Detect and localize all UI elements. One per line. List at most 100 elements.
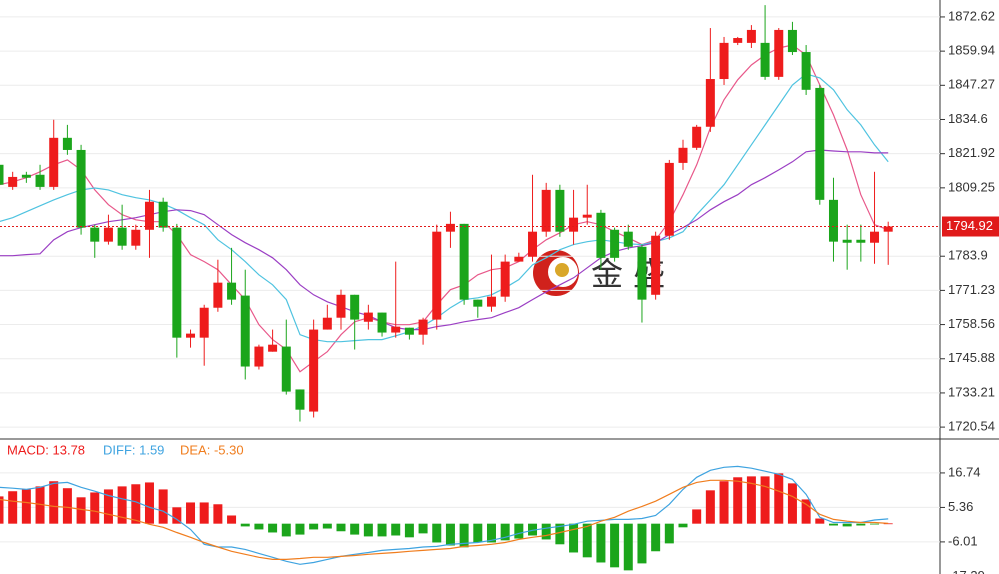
candle-body (199, 307, 209, 338)
macd-bar (582, 523, 592, 558)
candle-body (158, 201, 168, 228)
macd-bar (528, 523, 538, 536)
macd-bar (445, 523, 455, 546)
macd-bar (569, 523, 579, 553)
candle-body (569, 217, 579, 232)
candle-body (651, 235, 661, 295)
macd-bar (21, 489, 31, 524)
macd-bar (486, 523, 496, 543)
y-tick-label: 1821.92 (948, 145, 995, 160)
candle-body (336, 294, 346, 318)
y-tick-label: 1783.9 (948, 248, 988, 263)
candle-body (76, 149, 86, 228)
candle-body (268, 344, 278, 352)
y-tick-label: 1809.25 (948, 179, 995, 194)
candle-body (760, 42, 770, 77)
candle-body (787, 29, 797, 53)
candle-body (144, 201, 154, 230)
candle-body (555, 189, 565, 232)
candle-body (0, 164, 4, 185)
candle-body (8, 176, 18, 187)
macd-bar (131, 484, 141, 524)
candle-body (596, 212, 606, 258)
macd-bar (555, 523, 565, 545)
candle-body (391, 326, 401, 333)
macd-bar (514, 523, 524, 539)
macd-bar (227, 515, 237, 524)
macd-bar (76, 497, 86, 524)
macd-bar (596, 523, 606, 563)
macd-bar (774, 473, 784, 524)
candle-body (322, 317, 332, 330)
macd-bar (459, 523, 469, 548)
candle-body (514, 256, 524, 262)
macd-bar (623, 523, 633, 571)
candle-body (445, 223, 455, 232)
candle-body (90, 227, 100, 242)
macd-bar (500, 523, 510, 541)
macd-bar (322, 523, 332, 529)
y-tick-label: 1745.88 (948, 350, 995, 365)
candle-body (131, 229, 141, 246)
candle-body (21, 174, 31, 178)
macd-bar (692, 509, 702, 524)
macd-bar (172, 507, 182, 524)
y-tick-label: 1720.54 (948, 419, 995, 434)
macd-line (0, 479, 889, 560)
macd-bar (240, 523, 250, 527)
y-tick-label: 1834.6 (948, 111, 988, 126)
candle-body (692, 126, 702, 148)
macd-bar (391, 523, 401, 536)
candle-body (746, 29, 756, 43)
macd-bar (309, 523, 319, 530)
candle-body (842, 239, 852, 243)
macd-bar (49, 481, 59, 524)
macd-bar (199, 502, 209, 524)
macd-bar (787, 483, 797, 524)
candle-body (828, 199, 838, 242)
macd-bar (842, 523, 852, 527)
y-tick-label: 16.74 (948, 464, 981, 479)
macd-bar (336, 523, 346, 532)
macd-bar (678, 523, 688, 528)
candle-body (309, 329, 319, 412)
macd-bar (719, 481, 729, 524)
macd-bar (158, 489, 168, 524)
macd-bar (295, 523, 305, 535)
candle-body (227, 282, 237, 300)
candle-body (870, 231, 880, 243)
macd-bar (117, 486, 127, 524)
candle-body (678, 147, 688, 163)
macd-bar (281, 523, 291, 537)
legend-label: DIFF: 1.59 (103, 442, 164, 457)
macd-bar (746, 476, 756, 524)
macd-bar (610, 523, 620, 568)
candle-body (500, 261, 510, 297)
macd-bar (760, 476, 770, 524)
candle-body (186, 333, 196, 338)
candle-body (637, 246, 647, 300)
watermark-logo-dot (555, 263, 569, 277)
candle-body (883, 226, 893, 232)
macd-bar (377, 523, 387, 537)
candle-body (856, 239, 866, 243)
candle-body (35, 174, 45, 187)
candle-body (213, 282, 223, 308)
candle-body (623, 231, 633, 247)
y-tick-label: 1758.56 (948, 316, 995, 331)
macd-bar (90, 492, 100, 524)
candle-body (295, 389, 305, 410)
macd-bar (870, 523, 880, 525)
macd-bar (103, 489, 113, 524)
candle-body (117, 227, 127, 246)
macd-bar (541, 523, 551, 540)
candle-body (815, 87, 825, 200)
candle-body (664, 162, 674, 236)
macd-bar (213, 504, 223, 524)
candle-body (541, 189, 551, 232)
macd-bar (268, 523, 278, 533)
macd-bar (473, 523, 483, 543)
macd-bar (418, 523, 428, 534)
